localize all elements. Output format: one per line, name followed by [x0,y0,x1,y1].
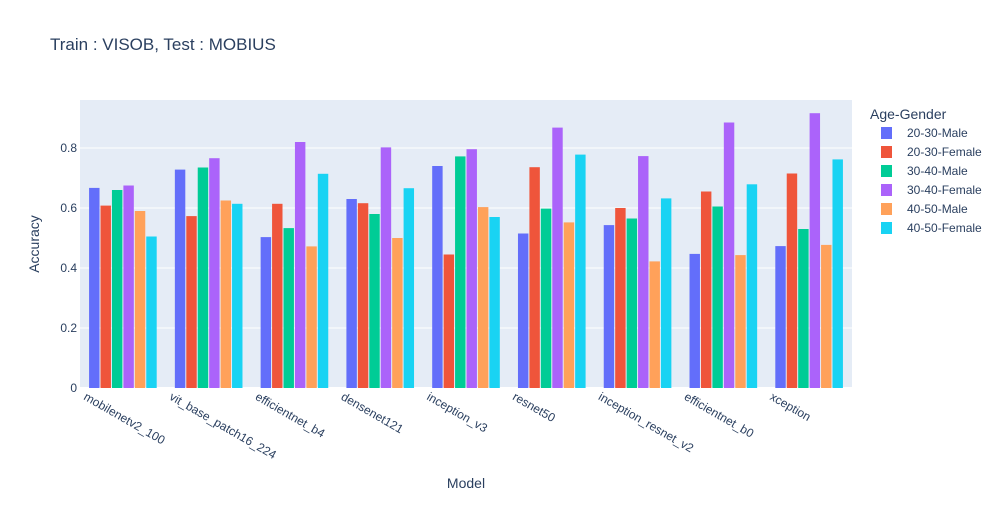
legend-label: 20-30-Female [907,145,982,159]
bar-40-50-Male-resnet50 [563,222,575,388]
bar-20-30-Male-efficientnet_b0 [689,253,700,388]
legend-swatch [881,203,892,215]
bar-30-40-Male-mobilenetv2_100 [111,190,123,388]
bar-30-40-Female-densenet121 [380,147,392,388]
y-tick-label: 0.6 [60,201,77,215]
bar-20-30-Male-resnet50 [517,233,529,388]
bar-20-30-Male-xception [775,246,786,388]
legend-label: 30-40-Male [907,164,968,178]
legend-swatch [881,165,892,177]
bar-40-50-Male-vit_base_patch16_224 [220,200,232,388]
y-tick-label: 0.2 [60,321,77,335]
bar-20-30-Male-inception_resnet_v2 [603,225,615,388]
bar-30-40-Male-resnet50 [540,208,552,388]
bar-40-50-Female-densenet121 [403,188,415,388]
bar-30-40-Female-efficientnet_b4 [294,142,306,388]
bar-40-50-Female-resnet50 [575,154,586,388]
bar-30-40-Male-inception_resnet_v2 [626,218,638,388]
bar-40-50-Female-xception [832,159,843,388]
x-tick-label: resnet50 [510,389,558,425]
bar-40-50-Female-inception_v3 [489,217,500,388]
x-tick-label: densenet121 [339,389,406,436]
bar-40-50-Female-efficientnet_b0 [746,184,758,388]
bar-20-30-Male-mobilenetv2_100 [89,187,100,388]
y-tick-label: 0.8 [60,141,77,155]
x-tick-label: inception_v3 [425,389,491,435]
legend-swatch [881,184,892,196]
legend-items: 20-30-Male 20-30-Female 30-40-Male 30-40-Fe… [881,126,982,235]
legend-swatch [881,127,892,139]
bar-40-50-Male-efficientnet_b0 [735,255,746,388]
bar-40-50-Female-mobilenetv2_100 [146,236,157,388]
legend-title: Age-Gender [870,106,947,122]
bar-20-30-Female-mobilenetv2_100 [100,205,111,388]
bar-20-30-Male-inception_v3 [432,166,443,388]
legend: Age-Gender 20-30-Male 20-30-Female 30-40-M… [870,106,982,235]
bars [89,113,843,388]
x-tick-label: mobilenetv2_100 [81,389,167,447]
legend-swatch [881,146,892,158]
bar-30-40-Male-densenet121 [369,214,380,388]
x-tick-label: inception_resnet_v2 [596,389,696,455]
bar-20-30-Female-densenet121 [357,203,369,388]
bar-30-40-Female-efficientnet_b0 [723,122,735,388]
bar-20-30-Female-efficientnet_b0 [700,191,712,388]
bar-20-30-Female-vit_base_patch16_224 [186,216,197,388]
bar-30-40-Female-mobilenetv2_100 [123,185,134,388]
bar-20-30-Male-efficientnet_b4 [260,237,272,388]
legend-label: 20-30-Male [907,126,968,140]
gridlines [80,147,852,389]
bar-40-50-Male-xception [821,244,832,388]
legend-label: 40-50-Female [907,221,982,235]
x-tick-label: xception [768,389,814,423]
legend-swatch [881,222,892,234]
bar-20-30-Female-efficientnet_b4 [272,203,283,388]
bar-20-30-Female-xception [786,173,798,388]
bar-20-30-Female-inception_v3 [443,254,455,388]
x-axis-ticks: mobilenetv2_100 vit_base_patch16_224effic… [81,389,813,462]
y-axis-title: Accuracy [26,215,42,273]
chart-title: Train : VISOB, Test : MOBIUS [50,35,276,54]
bar-40-50-Female-efficientnet_b4 [317,173,329,388]
bar-40-50-Female-inception_resnet_v2 [660,198,672,388]
bar-30-40-Female-inception_v3 [466,149,477,388]
bar-30-40-Female-vit_base_patch16_224 [209,158,220,388]
x-tick-label: efficientnet_b4 [253,389,328,440]
legend-label: 40-50-Male [907,202,968,216]
bar-30-40-Male-inception_v3 [455,156,466,388]
bar-20-30-Female-resnet50 [529,167,540,388]
bar-20-30-Female-inception_resnet_v2 [615,208,626,388]
bar-40-50-Male-inception_resnet_v2 [649,261,660,388]
bar-40-50-Male-densenet121 [392,238,403,388]
bar-30-40-Female-resnet50 [552,127,563,388]
x-tick-label: efficientnet_b0 [682,389,757,440]
bar-40-50-Female-vit_base_patch16_224 [232,203,243,388]
bar-30-40-Male-xception [798,229,809,388]
bar-20-30-Male-densenet121 [346,199,357,388]
x-axis-title: Model [447,475,485,491]
bar-20-30-Male-vit_base_patch16_224 [174,169,186,388]
bar-40-50-Male-mobilenetv2_100 [134,211,146,388]
y-axis-ticks: 0 0.2 0.4 0.6 0.8 [60,141,77,395]
bar-30-40-Male-efficientnet_b4 [283,228,294,388]
bar-40-50-Male-efficientnet_b4 [306,246,317,388]
y-tick-label: 0 [70,381,77,395]
bar-40-50-Male-inception_v3 [477,207,489,388]
y-tick-label: 0.4 [60,261,77,275]
bar-30-40-Male-vit_base_patch16_224 [197,167,209,388]
bar-30-40-Female-inception_resnet_v2 [638,156,649,388]
bar-30-40-Male-efficientnet_b0 [712,206,723,388]
bar-30-40-Female-xception [809,113,821,388]
legend-label: 30-40-Female [907,183,982,197]
